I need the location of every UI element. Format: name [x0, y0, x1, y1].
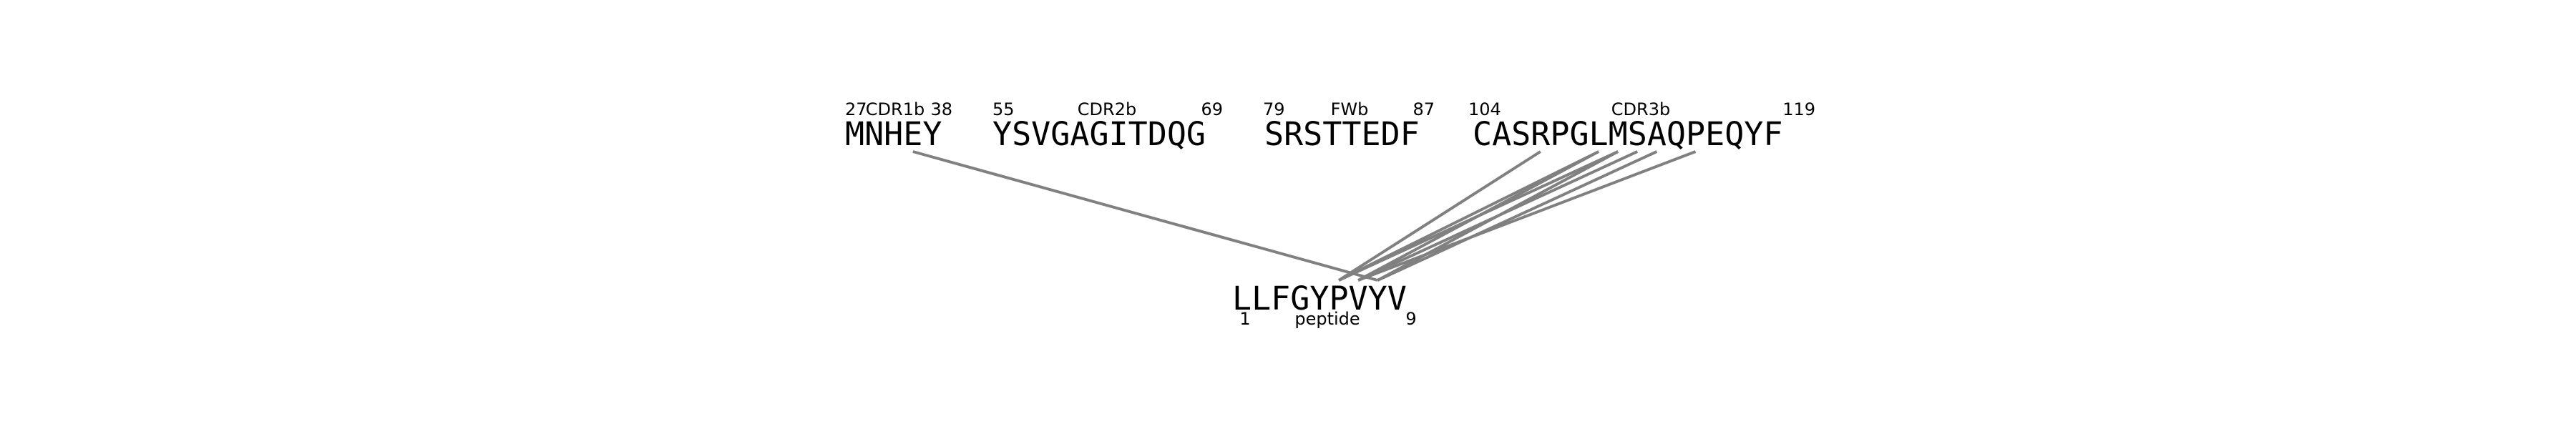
cdr3b-end-label: 119 [1782, 99, 1815, 119]
cdr2b-start-label: 55 [992, 99, 1015, 119]
fwb-end-label: 87 [1413, 99, 1435, 119]
contact-line-8 [1377, 150, 1658, 282]
cdr1b-name-label: CDR1b [866, 99, 924, 119]
peptide-start-label: 1 [1239, 309, 1250, 329]
peptide-sequence: LLFGYPVYV [1232, 280, 1407, 317]
peptide-name-label: peptide [1294, 309, 1360, 329]
cdr3b-start-label: 104 [1468, 99, 1501, 119]
contact-lines [912, 150, 1697, 282]
cdr1b-sequence: MNHEY [845, 115, 942, 153]
fwb-name-label: FWb [1331, 99, 1369, 119]
cdr2b-name-label: CDR2b [1078, 99, 1136, 119]
cdr1b-end-label: 38 [930, 99, 952, 119]
cdr3b-name-label: CDR3b [1611, 99, 1670, 119]
contact-line-2 [1337, 150, 1541, 282]
contact-line-5 [1338, 150, 1619, 282]
cdr2b-sequence: YSVGAGITDQG [992, 115, 1206, 153]
peptide-end-label: 9 [1405, 309, 1416, 329]
fwb-sequence: SRSTTEDF [1264, 115, 1420, 153]
contact-line-7 [1357, 150, 1639, 282]
fwb-start-label: 79 [1263, 99, 1285, 119]
cdr3b-sequence: CASRPGLMSAQPEQYF [1473, 115, 1782, 153]
cdr1b-start-label: 27 [845, 99, 867, 119]
contact-line-9 [1357, 150, 1697, 282]
contact-line-1 [912, 150, 1378, 282]
cdr2b-end-label: 69 [1201, 99, 1223, 119]
